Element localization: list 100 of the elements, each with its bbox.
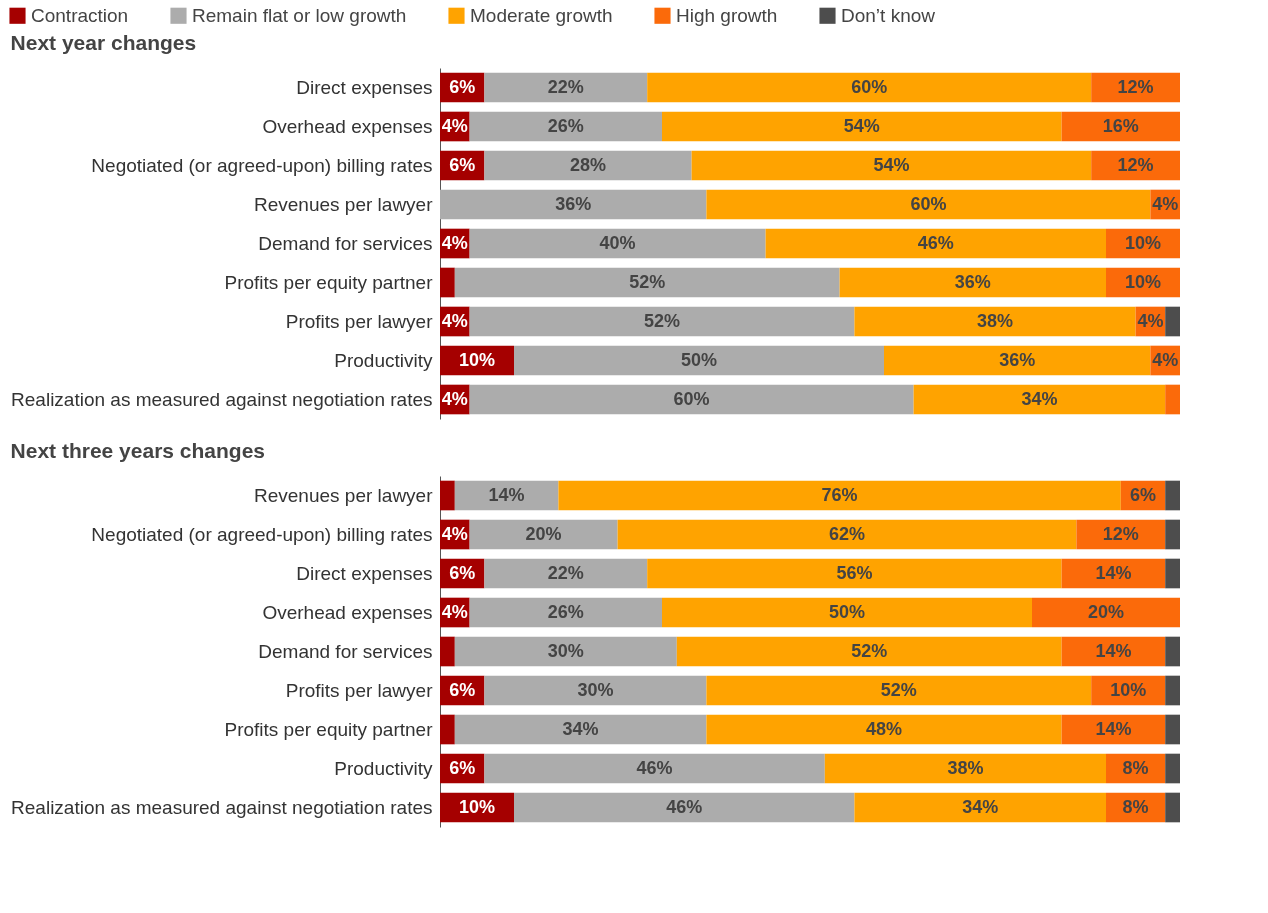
data-label: 36%: [999, 349, 1036, 370]
data-label: 10%: [458, 349, 496, 370]
legend-label: High growth: [676, 4, 778, 26]
bar: [469, 384, 914, 415]
bar: [440, 189, 707, 220]
bar: [765, 228, 1106, 259]
bar: [824, 753, 1106, 784]
y-tick-label: Revenues per lawyer: [254, 484, 434, 506]
bar: [662, 597, 1032, 628]
y-tick-label: Negotiated (or agreed-upon) billing rates: [91, 523, 433, 545]
bar: [913, 384, 1166, 415]
bar: [1165, 558, 1180, 589]
data-label: 52%: [629, 271, 666, 292]
data-label: 6%: [449, 757, 476, 778]
bar: [1165, 792, 1180, 823]
data-label: 4%: [441, 232, 468, 253]
data-label: 60%: [851, 76, 888, 97]
data-label: 14%: [1095, 562, 1132, 583]
data-label: 4%: [1152, 193, 1179, 214]
data-label: 6%: [1129, 484, 1157, 505]
data-label: 50%: [680, 349, 718, 370]
data-label: 60%: [910, 193, 947, 214]
data-label: 46%: [917, 232, 954, 253]
bar: [484, 558, 648, 589]
bar: [647, 558, 1062, 589]
bar: [884, 345, 1151, 376]
bar: [662, 111, 1062, 142]
y-tick-label: Demand for services: [258, 232, 433, 254]
bar: [647, 72, 1092, 103]
bar: [691, 150, 1092, 181]
bar: [1165, 384, 1180, 415]
data-label: 46%: [666, 796, 703, 817]
bar: [1165, 636, 1180, 667]
data-label: 14%: [1095, 640, 1132, 661]
y-tick-label: Demand for services: [258, 640, 433, 662]
legend-label: Remain flat or low growth: [192, 4, 407, 26]
data-label: 10%: [1124, 271, 1162, 292]
data-label: 30%: [547, 640, 584, 661]
data-label: 4%: [441, 601, 468, 622]
data-label: 4%: [1137, 310, 1164, 331]
bar: [676, 636, 1062, 667]
y-tick-label: Direct expenses: [296, 562, 433, 584]
data-label: 4%: [441, 115, 468, 136]
y-tick-label: Direct expenses: [296, 76, 433, 98]
bar: [469, 228, 766, 259]
data-label: 10%: [458, 796, 496, 817]
data-label: 12%: [1102, 523, 1139, 544]
data-label: 6%: [449, 679, 476, 700]
data-label: 20%: [1087, 601, 1125, 622]
data-label: 8%: [1122, 757, 1149, 778]
data-label: 10%: [1124, 232, 1162, 253]
data-label: 34%: [562, 718, 599, 739]
y-tick-label: Revenues per lawyer: [254, 193, 434, 215]
bar: [617, 519, 1077, 550]
bar: [514, 792, 855, 823]
data-label: 62%: [828, 523, 866, 544]
data-label: 16%: [1102, 115, 1139, 136]
bar: [1165, 714, 1180, 745]
data-label: 26%: [547, 601, 584, 622]
data-label: 38%: [947, 757, 984, 778]
bar: [440, 636, 455, 667]
data-label: 30%: [577, 679, 614, 700]
data-label: 50%: [828, 601, 866, 622]
data-label: 4%: [1152, 349, 1179, 370]
data-label: 60%: [673, 388, 710, 409]
data-label: 12%: [1117, 154, 1154, 175]
data-label: 4%: [441, 388, 468, 409]
bar: [440, 267, 455, 298]
data-label: 28%: [569, 154, 607, 175]
data-label: 34%: [1021, 388, 1058, 409]
data-label: 36%: [954, 271, 991, 292]
data-label: 4%: [441, 310, 468, 331]
bar: [440, 480, 455, 511]
text: Next year changes: [10, 31, 197, 54]
data-label: 40%: [599, 232, 636, 253]
data-label: 54%: [873, 154, 910, 175]
bar: [454, 714, 707, 745]
bar: [484, 675, 707, 706]
y-tick-label: Profits per lawyer: [285, 310, 434, 332]
y-tick-label: Realization as measured against negotiation rates: [11, 388, 433, 410]
data-label: 34%: [962, 796, 999, 817]
bar: [484, 753, 825, 784]
data-label: 52%: [880, 679, 917, 700]
bar: [440, 714, 455, 745]
bar: [469, 519, 618, 550]
y-tick-label: Productivity: [334, 349, 433, 371]
bar: [706, 675, 1092, 706]
data-label: 26%: [547, 115, 584, 136]
data-label: 6%: [449, 562, 476, 583]
data-label: 76%: [821, 484, 858, 505]
data-label: 6%: [449, 76, 476, 97]
bar: [1165, 675, 1180, 706]
bar: [1032, 597, 1180, 628]
bar: [454, 267, 840, 298]
data-label: 4%: [441, 523, 468, 544]
data-label: 52%: [643, 310, 681, 331]
y-tick-label: Profits per equity partner: [224, 718, 434, 740]
data-label: 36%: [555, 193, 592, 214]
data-label: 10%: [1110, 679, 1147, 700]
data-label: 8%: [1122, 796, 1149, 817]
